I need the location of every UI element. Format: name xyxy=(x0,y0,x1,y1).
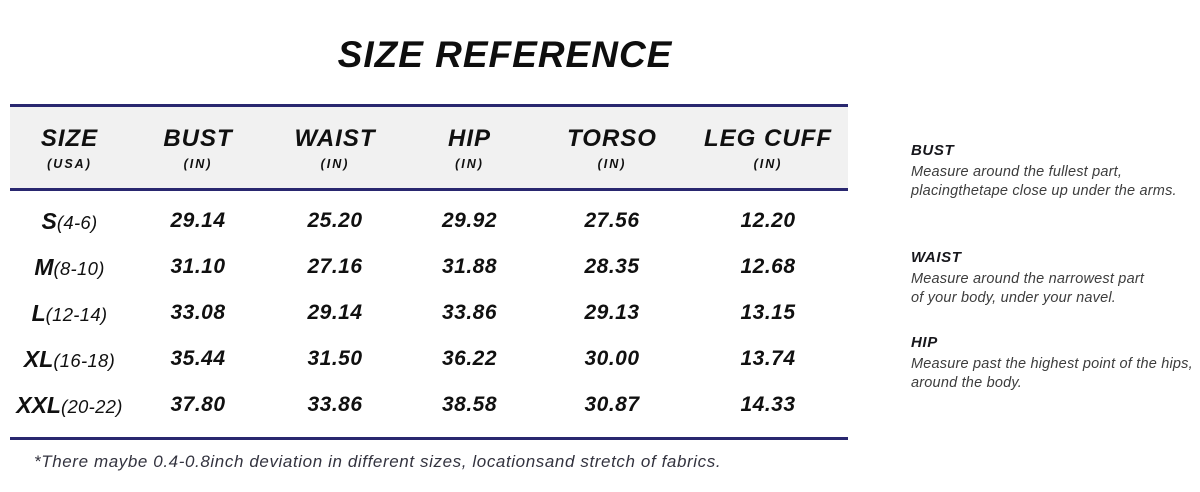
size-range: (4-6) xyxy=(56,211,98,233)
size-cell: M(8-10) xyxy=(10,254,129,281)
size-label: L xyxy=(31,299,46,326)
size-label: M xyxy=(34,253,54,280)
waist-value: 31.50 xyxy=(307,347,363,370)
hip-value: 31.88 xyxy=(441,255,498,278)
guide-heading: HIP xyxy=(911,334,938,351)
column-header-size: SIZE (USA) xyxy=(10,125,129,171)
guide-section-waist: WAIST Measure around the narrowest part … xyxy=(911,249,1144,308)
size-label: S xyxy=(41,207,57,234)
torso-value: 29.13 xyxy=(584,301,640,324)
table-row-l: L(12-14) 33.08 29.14 33.86 29.13 13.15 xyxy=(10,290,848,336)
size-cell: S(4-6) xyxy=(10,208,129,235)
column-unit: (USA) xyxy=(47,156,92,171)
guide-heading: BUST xyxy=(911,142,955,159)
size-label: XXL xyxy=(16,391,61,418)
column-header-torso: TORSO (IN) xyxy=(536,125,688,171)
guide-heading: WAIST xyxy=(911,249,962,266)
column-header-bust: BUST (IN) xyxy=(129,125,267,171)
size-cell: XL(16-18) xyxy=(10,346,129,373)
guide-text-line: of your body, under your navel. xyxy=(911,290,1117,306)
measure-guide: BUST Measure around the fullest part, pl… xyxy=(911,0,1200,492)
waist-value: 27.16 xyxy=(307,255,363,278)
table-row-xxl: XXL(20-22) 37.80 33.86 38.58 30.87 14.33 xyxy=(10,382,848,428)
hip-value: 36.22 xyxy=(441,347,498,370)
table-row-xl: XL(16-18) 35.44 31.50 36.22 30.00 13.74 xyxy=(10,336,848,382)
column-label: WAIST xyxy=(294,124,376,152)
leg-cuff-value: 13.15 xyxy=(740,301,796,324)
leg-cuff-value: 14.33 xyxy=(740,393,796,416)
guide-section-hip: HIP Measure past the highest point of th… xyxy=(911,334,1193,393)
size-reference-table: SIZE (USA) BUST (IN) WAIST (IN) HIP (IN)… xyxy=(10,104,848,440)
waist-value: 33.86 xyxy=(307,393,363,416)
leg-cuff-value: 12.20 xyxy=(740,209,796,232)
guide-text-line: around the body. xyxy=(911,375,1022,391)
guide-section-bust: BUST Measure around the fullest part, pl… xyxy=(911,142,1177,201)
guide-text-line: Measure around the narrowest part xyxy=(911,271,1145,287)
column-label: BUST xyxy=(163,124,233,152)
table-row-m: M(8-10) 31.10 27.16 31.88 28.35 12.68 xyxy=(10,244,848,290)
column-header-leg-cuff: LEG CUFF (IN) xyxy=(688,125,848,171)
hip-value: 33.86 xyxy=(441,301,498,324)
column-label: HIP xyxy=(447,124,491,152)
bust-value: 37.80 xyxy=(170,393,226,416)
column-header-waist: WAIST (IN) xyxy=(267,125,403,171)
bust-value: 35.44 xyxy=(170,347,226,370)
bust-value: 29.14 xyxy=(170,209,226,232)
table-row-s: S(4-6) 29.14 25.20 29.92 27.56 12.20 xyxy=(10,198,848,244)
column-unit: (IN) xyxy=(455,156,484,171)
column-unit: (IN) xyxy=(597,156,627,171)
waist-value: 25.20 xyxy=(307,209,363,232)
size-cell: XXL(20-22) xyxy=(10,392,129,419)
column-label: SIZE xyxy=(40,124,99,152)
bust-value: 31.10 xyxy=(170,255,226,278)
size-label: XL xyxy=(23,345,54,372)
hip-value: 38.58 xyxy=(441,393,498,416)
guide-text-line: Measure past the highest point of the hi… xyxy=(911,356,1193,372)
leg-cuff-value: 13.74 xyxy=(740,347,796,370)
torso-value: 27.56 xyxy=(584,209,640,232)
column-header-hip: HIP (IN) xyxy=(403,125,536,171)
size-range: (20-22) xyxy=(60,395,123,417)
hip-value: 29.92 xyxy=(441,209,498,232)
guide-text-line: placingthetape close up under the arms. xyxy=(911,183,1177,199)
torso-value: 28.35 xyxy=(584,255,640,278)
column-unit: (IN) xyxy=(753,156,783,171)
deviation-footnote: *There maybe 0.4-0.8inch deviation in di… xyxy=(34,452,722,471)
size-range: (16-18) xyxy=(53,349,116,371)
column-label: TORSO xyxy=(567,124,657,152)
size-cell: L(12-14) xyxy=(10,300,129,327)
bust-value: 33.08 xyxy=(170,301,226,324)
column-unit: (IN) xyxy=(320,156,350,171)
leg-cuff-value: 12.68 xyxy=(740,255,796,278)
page-title: SIZE REFERENCE xyxy=(337,34,673,75)
guide-text-line: Measure around the fullest part, xyxy=(911,164,1123,180)
column-unit: (IN) xyxy=(183,156,213,171)
table-header-row: SIZE (USA) BUST (IN) WAIST (IN) HIP (IN)… xyxy=(10,107,848,191)
table-body: S(4-6) 29.14 25.20 29.92 27.56 12.20 M(8… xyxy=(10,191,848,437)
torso-value: 30.87 xyxy=(584,393,640,416)
column-label: LEG CUFF xyxy=(704,124,832,152)
size-range: (8-10) xyxy=(53,257,105,279)
waist-value: 29.14 xyxy=(307,301,363,324)
size-range: (12-14) xyxy=(45,303,108,325)
torso-value: 30.00 xyxy=(584,347,640,370)
